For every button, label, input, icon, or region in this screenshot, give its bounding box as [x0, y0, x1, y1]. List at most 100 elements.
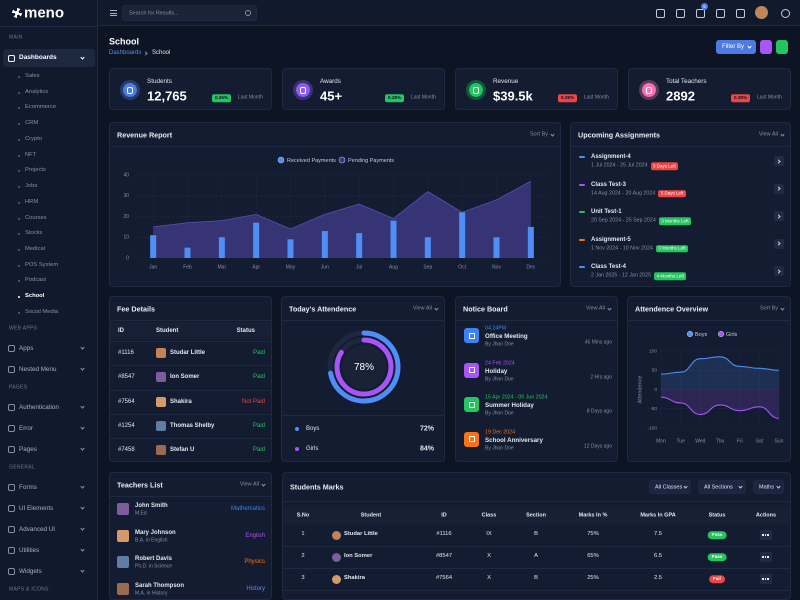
submenu-item[interactable]: NFT [25, 151, 37, 158]
user-avatar[interactable] [755, 6, 768, 19]
sidebar-item[interactable]: Authentication [19, 403, 59, 411]
notice-title: Holiday [485, 367, 508, 375]
submenu-item[interactable]: POS System [25, 261, 59, 268]
actions-dot [764, 534, 767, 536]
chevron-icon [80, 345, 85, 351]
notice-by: By Jhon Doe [485, 341, 514, 348]
sidebar-item[interactable]: Dashboards [19, 53, 57, 61]
x-tick-label: Nov [492, 264, 501, 270]
sidebar-item[interactable]: Nested Menu [19, 365, 57, 373]
submenu-item[interactable]: Jobs [25, 183, 38, 190]
download-button[interactable] [760, 40, 772, 54]
submenu-item[interactable]: HRM [25, 198, 39, 205]
notice-ago: 8 Days ago [586, 408, 612, 415]
assignment-open-button[interactable] [774, 183, 784, 194]
sidebar-icon [8, 526, 15, 534]
card-title: Notice Board [463, 304, 508, 314]
sidebar-item[interactable]: UI Elements [19, 504, 54, 512]
group-name: Boys [306, 426, 320, 432]
submenu-item[interactable]: Crypto [25, 136, 43, 143]
submenu-item[interactable]: Podcast [25, 277, 46, 284]
submenu-item[interactable]: Social Media [25, 309, 59, 316]
table-cell: 2 [301, 553, 305, 560]
line-area-fill [661, 356, 779, 390]
header-icon[interactable] [780, 8, 790, 18]
assignment-badge: 5 Days Left [658, 189, 686, 198]
y-tick-label: 100 [649, 348, 657, 354]
header-icon[interactable] [655, 8, 665, 18]
card-action[interactable]: Sort By [759, 305, 778, 312]
stat-label: Awards [320, 77, 341, 85]
filter-button-text: Filter By [722, 44, 745, 50]
stat-card: Total Teachers 2892 0.28% Last Month [628, 68, 791, 110]
card-title: Today's Attendence [289, 304, 357, 314]
card-divider [283, 501, 790, 502]
student-name: Studar Little [170, 350, 206, 356]
submenu-dot [18, 138, 20, 141]
submenu-item[interactable]: Medical [25, 246, 45, 253]
sidebar-item[interactable]: Forms [19, 483, 37, 491]
notice-title: School Anniversary [485, 436, 543, 444]
card-action[interactable]: View All [239, 481, 259, 488]
header-icon[interactable] [675, 8, 685, 18]
actions-button[interactable] [760, 552, 772, 562]
submenu-item[interactable]: Stocks [25, 230, 43, 237]
filter-dropdown[interactable]: All Classes [649, 480, 691, 494]
y-tick-label: 0 [126, 255, 129, 261]
actions-button[interactable] [760, 574, 772, 584]
header-icon[interactable] [735, 8, 745, 18]
submenu-item[interactable]: Courses [25, 214, 47, 221]
status-pill: Pass [707, 553, 727, 561]
x-tick-label: Mon [656, 438, 666, 444]
sidebar-item[interactable]: Advanced UI [19, 525, 56, 533]
submenu-item[interactable]: School [25, 293, 45, 300]
table-cell: 1 [301, 531, 305, 538]
filter-dropdown[interactable]: All Sections [698, 480, 746, 494]
sidebar-item[interactable]: Error [19, 424, 33, 432]
notice-time: 24 Feb 2024 [485, 359, 515, 366]
submenu-dot [18, 264, 20, 267]
notice-by: By Jhon Doe [485, 410, 514, 417]
submenu-item[interactable]: Ecommerce [25, 104, 56, 111]
table-header-bg [283, 507, 790, 524]
sidebar-item[interactable]: Pages [19, 445, 37, 453]
table-cell: #8547 [435, 553, 453, 560]
assignment-open-button[interactable] [774, 156, 784, 166]
submenu-item[interactable]: Sales [25, 73, 40, 80]
filter-dropdown[interactable]: Maths [753, 480, 784, 494]
stat-icon [293, 80, 313, 100]
notice-time: 19 Dec 2024 [485, 428, 516, 435]
x-tick-label: Mar [218, 264, 227, 270]
assignment-open-button[interactable] [774, 266, 784, 276]
filter-label: Maths [759, 483, 774, 490]
assignment-open-button[interactable] [774, 238, 784, 249]
card-action[interactable]: View All [412, 305, 432, 312]
header-icon[interactable] [695, 8, 705, 18]
card-action[interactable]: View All [585, 305, 605, 312]
stat-value: 12,765 [147, 88, 187, 104]
card-action[interactable]: Sort By [529, 131, 548, 138]
card-title: Attendence Overview [635, 304, 709, 314]
teacher-name: Robert Davis [135, 556, 173, 562]
assignment-name: Assignment-5 [591, 236, 631, 243]
filter-button[interactable]: Filter By [716, 40, 756, 54]
breadcrumb-link[interactable]: Dashboards [109, 50, 142, 56]
submenu-dot [18, 76, 20, 78]
submenu-dot [18, 311, 20, 314]
submenu-item[interactable]: Analytics [25, 88, 49, 95]
card-action[interactable]: View All [758, 131, 778, 138]
submenu-item[interactable]: Projects [25, 167, 46, 174]
table-header: S.No [296, 511, 310, 518]
header-icon[interactable] [715, 8, 725, 18]
row-divider [110, 438, 271, 440]
search-box[interactable]: Search for Results... [122, 5, 257, 21]
sidebar-item[interactable]: Widgets [19, 567, 42, 575]
submenu-item[interactable]: CRM [25, 120, 39, 127]
actions-button[interactable] [760, 530, 772, 540]
sidebar-item[interactable]: Apps [19, 344, 34, 352]
assignment-open-button[interactable] [774, 211, 784, 221]
sidebar-item[interactable]: Utilities [19, 546, 40, 554]
share-button[interactable] [776, 40, 788, 54]
actions-dot [767, 556, 769, 558]
x-tick-label: May [286, 264, 296, 270]
